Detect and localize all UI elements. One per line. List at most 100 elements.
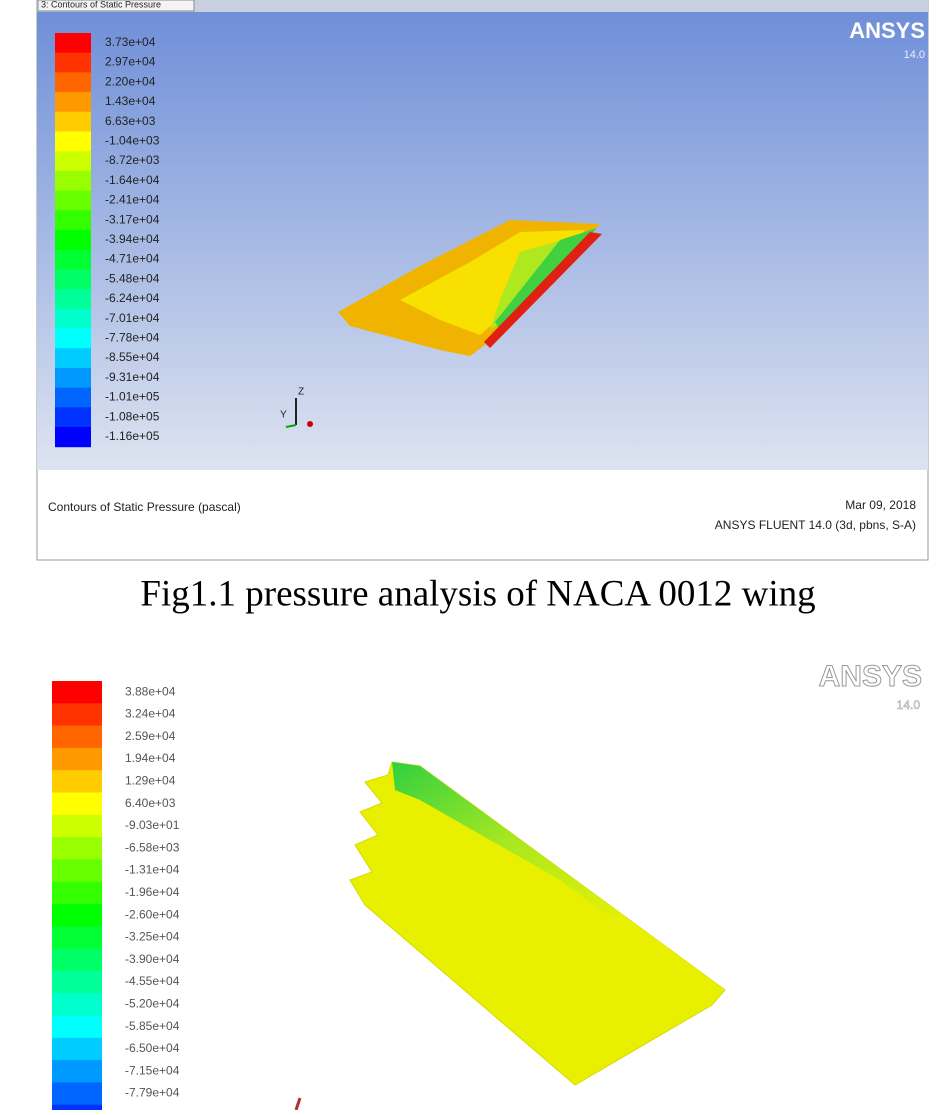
- footer-solver: ANSYS FLUENT 14.0 (3d, pbns, S-A): [715, 518, 916, 532]
- legend-swatch: [52, 1037, 102, 1061]
- legend-swatch: [52, 725, 102, 749]
- legend-label: 2.20e+04: [105, 74, 156, 88]
- legend-label: -9.31e+04: [105, 370, 160, 384]
- legend-swatch: [55, 407, 91, 428]
- legend-swatch: [52, 948, 102, 972]
- legend-label: -6.58e+03: [125, 840, 180, 854]
- legend-swatch: [52, 837, 102, 860]
- legend-swatch: [55, 72, 91, 93]
- legend-swatch: [55, 269, 91, 290]
- legend-label: -9.03e+01: [125, 818, 180, 832]
- footer-title: Contours of Static Pressure (pascal): [48, 500, 241, 514]
- legend-label: 3.24e+04: [125, 707, 176, 721]
- legend-label: -7.15e+04: [125, 1063, 180, 1077]
- legend-swatch: [55, 427, 91, 448]
- legend-label: -3.17e+04: [105, 212, 160, 226]
- axis-label: Y: [280, 410, 287, 421]
- legend-swatch: [52, 859, 102, 883]
- caption: Fig1.1 pressure analysis of NACA 0012 wi…: [140, 573, 815, 614]
- legend-label: 6.63e+03: [105, 114, 156, 128]
- legend-swatch: [52, 681, 102, 704]
- legend-label: 1.29e+04: [125, 774, 176, 788]
- legend-swatch: [55, 190, 91, 211]
- legend-swatch: [55, 210, 91, 231]
- legend-swatch: [55, 170, 91, 192]
- legend-swatch: [52, 747, 102, 771]
- legend-swatch: [52, 1082, 102, 1106]
- legend-swatch: [52, 970, 102, 994]
- legend-label: -1.96e+04: [125, 885, 180, 899]
- legend-label: -2.60e+04: [125, 907, 180, 921]
- legend: 3.73e+04 2.97e+04 2.20e+04 1.43e+04 6.63e+03…: [55, 33, 160, 448]
- dropdown[interactable]: [37, 0, 195, 12]
- wing: [349, 761, 726, 1086]
- version: 14.0: [904, 49, 925, 61]
- legend-swatch: [52, 1015, 102, 1039]
- legend-swatch: [55, 33, 91, 54]
- legend-swatch: [55, 367, 91, 389]
- footer-date: Mar 09, 2018: [845, 498, 916, 512]
- legend-swatch: [55, 111, 91, 132]
- legend-swatch: [55, 131, 91, 152]
- legend-swatch: [55, 387, 91, 408]
- legend-label: -1.01e+05: [105, 390, 160, 404]
- legend-label: -6.24e+04: [105, 291, 160, 305]
- legend-label: -8.72e+03: [105, 153, 160, 167]
- legend-swatch: [55, 249, 91, 270]
- dropdown-text: 3: Contours of Static Pressure: [41, 0, 161, 9]
- legend-label: 3.88e+04: [125, 684, 176, 698]
- legend-label: 1.43e+04: [105, 94, 156, 108]
- legend-swatch: [55, 151, 91, 172]
- legend-label: -2.41e+04: [105, 193, 160, 207]
- logo: ANSYS: [849, 18, 925, 43]
- legend-label: -1.64e+04: [105, 173, 160, 187]
- legend-swatch: [52, 1060, 102, 1083]
- logo: ANSYS: [819, 660, 922, 693]
- legend-swatch: [55, 328, 91, 349]
- legend-label: 3.73e+04: [105, 35, 156, 49]
- legend-swatch: [52, 904, 102, 927]
- legend-label: -8.55e+04: [105, 350, 160, 364]
- legend-label: -5.48e+04: [105, 271, 160, 285]
- legend-label: -1.31e+04: [125, 863, 180, 877]
- toolbar: [37, 0, 928, 12]
- legend-label: -7.78e+04: [105, 331, 160, 345]
- legend-swatch: [55, 289, 91, 310]
- legend-label: 1.94e+04: [125, 751, 176, 765]
- legend-label: -4.55e+04: [125, 974, 180, 988]
- legend-swatch: [52, 993, 102, 1016]
- version: 14.0: [897, 698, 921, 712]
- legend-label: 2.59e+04: [125, 729, 176, 743]
- legend-label: -5.20e+04: [125, 997, 180, 1011]
- legend-swatch: [52, 770, 102, 793]
- legend-swatch: [52, 1104, 102, 1115]
- legend-swatch: [52, 792, 102, 816]
- legend-label: -6.50e+04: [125, 1041, 180, 1055]
- legend-label: -1.04e+03: [105, 134, 160, 148]
- legend-label: -3.90e+04: [125, 952, 180, 966]
- legend-swatch: [52, 814, 102, 838]
- legend-label: -7.79e+04: [125, 1086, 180, 1100]
- legend-swatch: [52, 926, 102, 950]
- legend-label: -4.71e+04: [105, 252, 160, 266]
- wing: [338, 220, 602, 356]
- legend-label: -1.08e+05: [105, 409, 160, 423]
- legend-label: -1.16e+05: [105, 429, 160, 443]
- legend-label: -3.94e+04: [105, 232, 160, 246]
- legend-swatch: [52, 703, 102, 727]
- axis-label: Z: [298, 387, 304, 398]
- legend-swatch: [52, 881, 102, 905]
- legend-swatch: [55, 92, 91, 113]
- axis-triad: [294, 1097, 302, 1111]
- legend-swatch: [55, 308, 91, 329]
- legend: 3.88e+04 3.24e+04 2.59e+04 1.94e+04 1.29e+04…: [52, 681, 180, 1115]
- legend-swatch: [55, 52, 91, 73]
- legend-label: -7.01e+04: [105, 311, 160, 325]
- legend-swatch: [55, 348, 91, 369]
- legend-label: -3.25e+04: [125, 930, 180, 944]
- legend-label: 6.40e+03: [125, 796, 176, 810]
- legend-label: 2.97e+04: [105, 55, 156, 69]
- legend-label: -5.85e+04: [125, 1019, 180, 1033]
